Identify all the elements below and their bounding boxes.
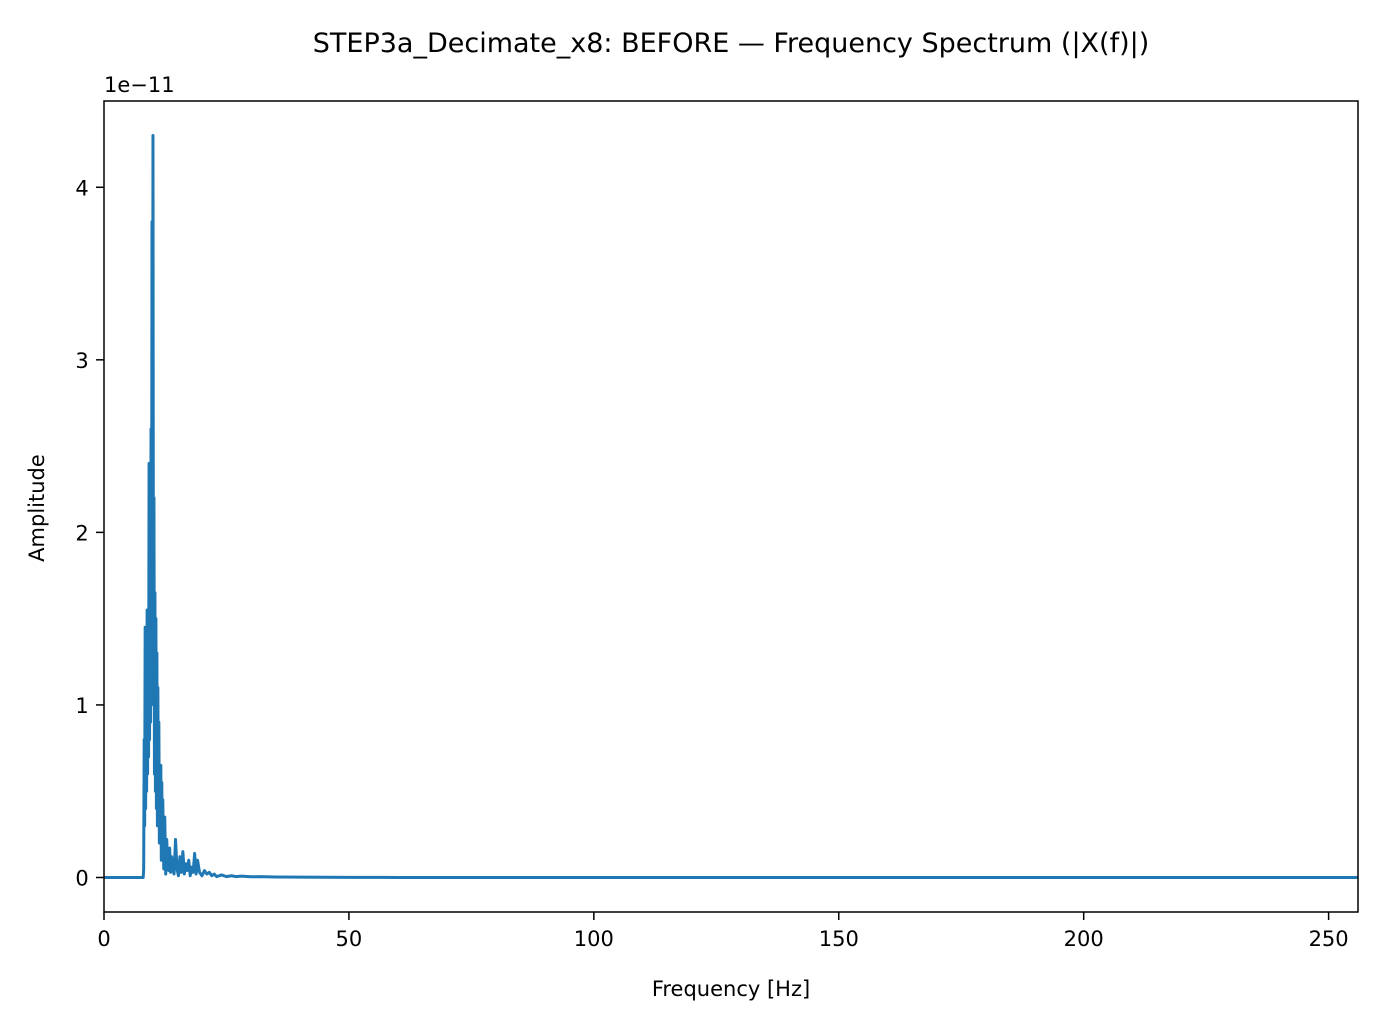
y-tick-label: 0 (75, 866, 88, 890)
x-axis-label: Frequency [Hz] (652, 977, 810, 1001)
x-tick-label: 150 (819, 927, 859, 951)
y-axis-offset-label: 1e−11 (104, 73, 175, 97)
x-tick-label: 200 (1064, 927, 1104, 951)
x-tick-label: 0 (97, 927, 110, 951)
y-tick-label: 4 (75, 176, 88, 200)
x-tick-label: 50 (336, 927, 363, 951)
x-tick-label: 250 (1309, 927, 1349, 951)
x-axis-ticks: 0 50 100 150 200 250 (97, 912, 1349, 951)
y-axis-ticks: 0 1 2 3 4 (75, 176, 104, 890)
y-tick-label: 2 (75, 521, 88, 545)
plot-frame (103, 100, 1359, 913)
plot-area (103, 100, 1359, 913)
y-axis-label: Amplitude (25, 454, 49, 562)
x-tick-label: 100 (574, 927, 614, 951)
y-tick-label: 1 (75, 694, 88, 718)
y-tick-label: 3 (75, 349, 88, 373)
series-line-amplitude (104, 134, 1358, 879)
chart-title: STEP3a_Decimate_x8: BEFORE — Frequency S… (313, 28, 1150, 59)
